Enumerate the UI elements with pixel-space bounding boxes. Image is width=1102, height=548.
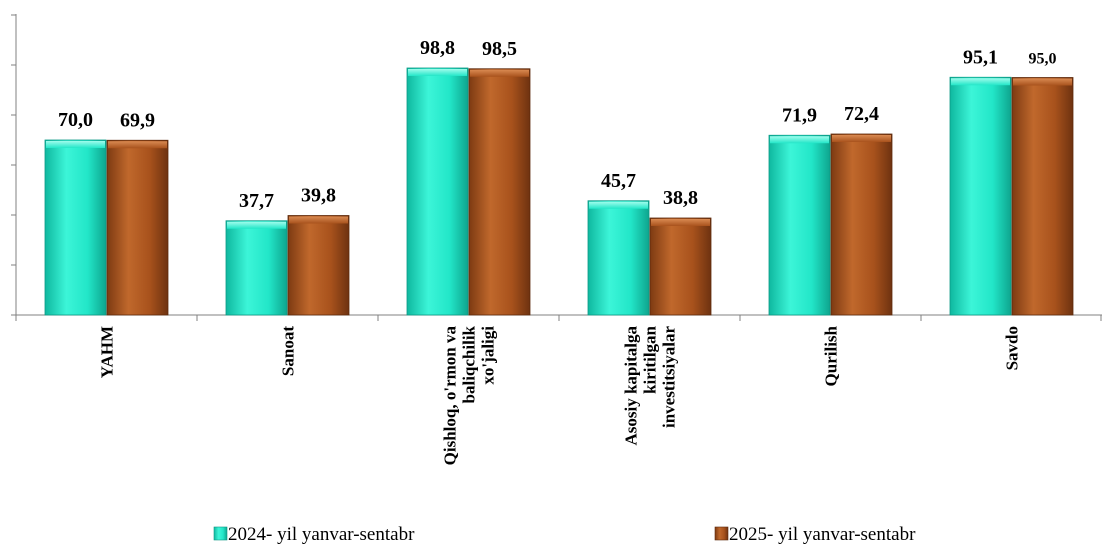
- value-label: 71,9: [782, 104, 817, 126]
- category-label: YAHM: [98, 326, 117, 378]
- bar-series-2025: [1011, 77, 1074, 316]
- bar-series-2024: [44, 139, 107, 316]
- bar-series-2024: [949, 76, 1012, 316]
- bar-series-2025: [830, 133, 893, 316]
- bar-series-2025: [106, 139, 169, 316]
- x-axis-ticks: [15, 315, 1102, 321]
- bar-series-2024: [406, 67, 469, 316]
- bar-top-highlight: [589, 201, 648, 209]
- value-label: 72,4: [844, 103, 879, 125]
- bar-top-highlight: [408, 69, 467, 76]
- bar-top-highlight: [46, 141, 105, 148]
- category-label: Savdo: [1003, 326, 1022, 370]
- category-label-line: YAHM: [98, 326, 117, 378]
- legend-swatch: [714, 526, 729, 541]
- bar-series-2025: [468, 68, 531, 316]
- category-label-line: Sanoat: [279, 326, 298, 376]
- value-label: 37,7: [239, 190, 274, 212]
- bar-top-highlight: [651, 219, 710, 226]
- bar-series-2024: [225, 220, 288, 316]
- bar-top-highlight: [951, 78, 1010, 86]
- category-labels-group: YAHM Sanoat Qishloq, o'rmon va baliqchilik x…: [98, 325, 1022, 465]
- category-label-line: kiritilgan: [641, 325, 660, 394]
- bar-top-highlight: [289, 216, 348, 224]
- value-label: 38,8: [663, 187, 698, 209]
- bar-top-highlight: [470, 69, 529, 77]
- y-axis-ticks: [11, 14, 16, 316]
- value-label: 95,0: [1029, 51, 1057, 68]
- bar-series-2025: [649, 217, 712, 316]
- category-label: Asosiy kapitalga kiritilgan investitsiyala…: [622, 325, 679, 445]
- category-label-line: investitsiyalar: [660, 326, 679, 428]
- bar-top-highlight: [1013, 78, 1072, 86]
- category-label-line: Qurilish: [822, 325, 841, 386]
- value-labels-group: 70,0 69,9 37,7 39,8 98,8 98,5 45,7 38,8 71,9 72,4…: [58, 37, 1057, 212]
- bar-top-highlight: [770, 136, 829, 144]
- category-label: Sanoat: [279, 326, 298, 376]
- category-label-line: Savdo: [1003, 326, 1022, 370]
- category-label: Qishloq, o'rmon va baliqchilik xo'jaligi: [441, 325, 498, 465]
- legend-label: 2024- yil yanvar-sentabr: [228, 524, 415, 545]
- bars-group: [44, 67, 1074, 316]
- value-label: 98,8: [420, 37, 455, 59]
- category-label-line: baliqchilik: [460, 325, 479, 403]
- category-label-line: Qishloq, o'rmon va: [441, 326, 460, 466]
- legend-label: 2025- yil yanvar-sentabr: [729, 524, 916, 545]
- bar-top-highlight: [227, 221, 286, 229]
- value-label: 98,5: [482, 38, 517, 60]
- bar-series-2024: [768, 134, 831, 316]
- value-label: 70,0: [58, 109, 93, 131]
- value-label: 69,9: [120, 109, 155, 131]
- value-label: 95,1: [963, 46, 998, 68]
- category-label-line: Asosiy kapitalga: [622, 326, 641, 446]
- bar-top-highlight: [832, 135, 891, 142]
- value-label: 45,7: [601, 170, 636, 192]
- bar-series-2025: [287, 215, 350, 316]
- category-label-line: xo'jaligi: [479, 326, 498, 385]
- value-label: 39,8: [301, 185, 336, 207]
- bar-top-highlight: [108, 141, 167, 149]
- legend: 2024- yil yanvar-sentabr 2025- yil yanvar…: [213, 524, 916, 545]
- category-label: Qurilish: [822, 325, 841, 386]
- bar-series-2024: [587, 200, 650, 316]
- legend-swatch: [213, 526, 228, 541]
